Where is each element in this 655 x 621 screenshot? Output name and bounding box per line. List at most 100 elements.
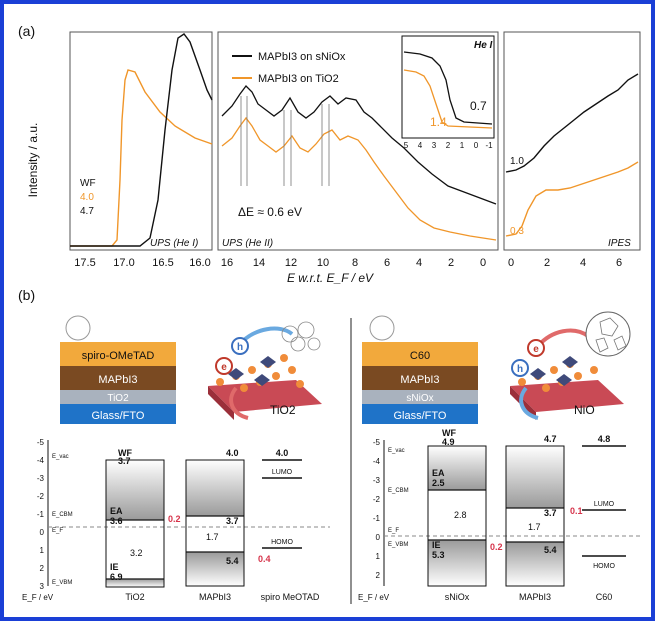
right-mapbi-cb-value: 3.7 — [544, 508, 557, 518]
right-energy-axis-label: E_F / eV — [358, 593, 390, 602]
ups-he1-tick: 17.5 — [74, 257, 95, 269]
lattice-atom — [542, 384, 550, 392]
right-cb-offset: 0.1 — [570, 506, 583, 516]
layer-snio — [362, 390, 478, 404]
tio2-wf-label: WF — [118, 448, 132, 458]
tio2-ea-label: EA — [110, 506, 123, 516]
left-mapbi-cb-value: 3.7 — [226, 516, 239, 526]
ipes-tick: 6 — [616, 257, 622, 269]
ups-he2-title: UPS (He II) — [222, 238, 273, 249]
left-mapbi-conduction-band — [186, 460, 244, 516]
layer-label: C60 — [410, 350, 430, 362]
octahedron — [530, 368, 546, 380]
octahedron — [260, 356, 276, 368]
left-ef-label: E_F — [52, 528, 63, 534]
he1-inset-value-tio2: 1.4 — [430, 115, 447, 129]
he1-inset-tick: 3 — [432, 141, 437, 150]
energy-tick: -1 — [373, 514, 381, 523]
ups-he2-frame — [217, 31, 499, 251]
snio-ea-label: EA — [432, 468, 445, 478]
ups-he1-frame — [69, 31, 213, 251]
spiro-top-value: 4.0 — [276, 448, 289, 458]
left-vb-offset: 0.4 — [258, 554, 271, 564]
intensity-axis-label: Intensity / a.u. — [26, 123, 40, 198]
he1-inset-curve-snio — [403, 51, 493, 125]
panel-a-label: (a) — [18, 23, 35, 39]
ups-he2-tick: 2 — [448, 257, 454, 269]
lattice-atom — [550, 366, 558, 374]
energy-tick: -4 — [373, 457, 381, 466]
right-mapbi-gap-value: 1.7 — [528, 522, 541, 532]
ups-he2-tick: 10 — [317, 257, 329, 269]
ups-he2-tick: 8 — [352, 257, 358, 269]
delta-e-annotation: ΔE ≈ 0.6 eV — [238, 205, 302, 219]
he1-inset: He I 0.7 1.4 5 4 3 2 1 0 -1 — [401, 35, 495, 150]
ups-he1-tick: 17.0 — [113, 257, 134, 269]
energy-tick: 3 — [40, 582, 45, 591]
left-energy-ticks: -5 -4 -3 -2 -1 0 1 2 3 — [37, 438, 45, 591]
he1-inset-curve-tio2 — [403, 69, 493, 129]
energy-tick: -4 — [37, 456, 45, 465]
c60-lumo-label: LUMO — [594, 501, 615, 508]
octahedron — [228, 368, 244, 380]
left-mapbi-top-value: 4.0 — [226, 448, 239, 458]
right-ef-label: E_F — [388, 528, 399, 534]
he1-inset-tick: -1 — [485, 141, 493, 150]
right-energy-ticks: -5 -4 -3 -2 -1 0 1 2 — [373, 438, 381, 580]
energy-tick: -3 — [37, 474, 45, 483]
left-interface-illustration: h e TiO2 — [208, 321, 322, 420]
c60-facets — [595, 317, 627, 353]
ups-he2-tick: 16 — [221, 257, 233, 269]
snio-ea-value: 2.5 — [432, 478, 445, 488]
he1-inset-tick: 2 — [446, 141, 451, 150]
wf-value-tio2: 4.0 — [80, 192, 94, 203]
molecule-ring — [290, 336, 306, 352]
layer-tio2 — [60, 390, 176, 404]
c60-homo-label: HOMO — [593, 563, 615, 570]
energy-tick: 0 — [40, 528, 45, 537]
ups-he1-title: UPS (He I) — [150, 238, 198, 249]
ups-he2-tick: 12 — [285, 257, 297, 269]
electron-transfer-arrow — [229, 386, 249, 420]
he1-inset-value-snio: 0.7 — [470, 99, 487, 113]
facet — [613, 335, 627, 351]
right-electron-icon — [527, 339, 545, 357]
spiro-molecule-drawing — [281, 321, 321, 352]
left-mapbi-band-box — [185, 459, 245, 587]
ipes-curve-tio2 — [505, 161, 639, 237]
c60-molecule-icon — [369, 315, 395, 341]
right-mapbi-name: MAPbI3 — [519, 592, 551, 602]
left-cbm-label: E_CBM — [52, 512, 73, 518]
he1-inset-tick: 1 — [460, 141, 465, 150]
layer-label: sNiOx — [406, 393, 433, 404]
layer-c60 — [362, 342, 478, 366]
lattice-atom — [280, 354, 288, 362]
electron-icon — [215, 357, 233, 375]
snio-name: sNiOx — [445, 592, 470, 602]
energy-tick: 0 — [376, 533, 381, 542]
tio2-surface — [208, 380, 322, 412]
ups-he2-curve-snio — [221, 85, 497, 205]
lattice-atom — [288, 366, 296, 374]
spiro-name: spiro MeOTAD — [261, 592, 320, 602]
left-energy-diagram: -5 -4 -3 -2 -1 0 1 2 3 WF 3.7 EA 3.6 3.2… — [22, 438, 330, 602]
right-mapbi-top-value: 4.7 — [544, 434, 557, 444]
ups-he2-ticks: 16 14 12 10 8 6 4 2 0 — [221, 257, 486, 269]
ipes-plot: 1.0 0.3 IPES 0 2 4 6 — [503, 31, 641, 269]
substrate-label: TiO2 — [270, 403, 296, 417]
lattice-atom — [240, 384, 248, 392]
ups-he1-curve-snio — [70, 33, 213, 247]
snio-conduction-band — [428, 446, 486, 490]
c60-top-value: 4.8 — [598, 434, 611, 444]
right-device-stack: C60 MAPbI3 sNiOx Glass/FTO — [362, 315, 478, 424]
left-vac-label: E_vac — [52, 454, 69, 460]
spiro-molecule-icon — [65, 315, 91, 341]
layer-spiro — [60, 342, 176, 366]
snio-valence-band — [428, 540, 486, 586]
energy-tick: 2 — [376, 571, 381, 580]
facet — [599, 317, 619, 337]
ipes-value-snio: 1.0 — [510, 156, 524, 167]
right-energy-diagram: -5 -4 -3 -2 -1 0 1 2 WF 4.9 EA 2.5 2.8 I… — [358, 428, 640, 602]
right-vb-offset: 0.2 — [490, 542, 503, 552]
